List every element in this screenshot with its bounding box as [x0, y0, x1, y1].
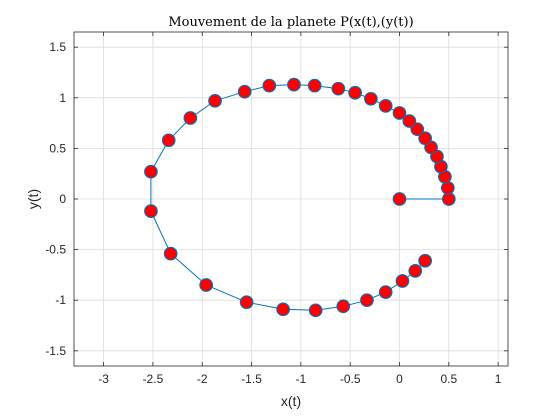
- x-tick-label: -2.5: [143, 372, 164, 386]
- trajectory-point: [440, 181, 455, 195]
- x-tick-label: -2: [197, 372, 208, 386]
- series: [144, 77, 456, 318]
- trajectory-point: [161, 133, 176, 148]
- y-tick-label: 1.5: [49, 40, 66, 54]
- x-axis-label: x(t): [281, 393, 301, 409]
- trajectory-point: [307, 78, 322, 93]
- x-tick-label: -0.5: [340, 372, 361, 386]
- trajectory-point: [348, 85, 362, 100]
- trajectory-point: [199, 278, 214, 292]
- trajectory-point: [287, 77, 301, 92]
- trajectory-point: [360, 293, 374, 308]
- trajectory-point: [364, 91, 378, 106]
- x-tick-label: -1: [296, 372, 307, 386]
- trajectory-point: [392, 106, 407, 120]
- trajectory-point: [163, 246, 178, 261]
- x-tick-label: -3: [98, 372, 109, 386]
- trajectory-point: [239, 295, 254, 310]
- x-tick-label: 1: [495, 372, 502, 386]
- trajectory-point: [331, 81, 346, 96]
- trajectory-point: [378, 99, 393, 113]
- x-tick-label: 0: [396, 372, 403, 386]
- trajectory-point: [237, 84, 252, 99]
- x-tick-label: -1.5: [241, 372, 262, 386]
- trajectory-point: [392, 192, 407, 206]
- trajectory-point: [276, 302, 290, 317]
- trajectory-point: [144, 204, 158, 218]
- y-tick-label: 0: [59, 192, 66, 206]
- trajectory-point: [402, 114, 417, 128]
- y-axis-label: y(t): [25, 189, 41, 209]
- trajectory-point: [336, 299, 351, 314]
- ticks: -3 -2.5 -2 -1.5 -1 -0.5 0 0.5 1 -1.5 -1 -0.5 0 0.5 1 1.…: [45, 32, 508, 386]
- trajectory-point: [410, 122, 425, 137]
- y-tick-label: 1: [59, 91, 66, 105]
- x-tick-label: 0.5: [440, 372, 457, 386]
- y-tick-label: -1: [55, 293, 66, 307]
- trajectory-point: [418, 253, 432, 268]
- y-tick-label: -1.5: [45, 344, 66, 358]
- trajectory-point: [262, 78, 277, 93]
- trajectory-point: [144, 164, 158, 179]
- y-tick-label: -0.5: [45, 243, 66, 257]
- trajectory-point: [395, 274, 410, 288]
- trajectory-point: [208, 93, 222, 108]
- trajectory-point: [418, 131, 432, 146]
- trajectory-point: [183, 111, 198, 125]
- y-tick-label: 0.5: [49, 141, 66, 155]
- trajectory-point: [308, 303, 323, 318]
- chart-title: Mouvement de la planete P(x(t),(y(t)): [168, 15, 413, 30]
- trajectory-point: [378, 285, 393, 299]
- trajectory-point: [408, 264, 423, 278]
